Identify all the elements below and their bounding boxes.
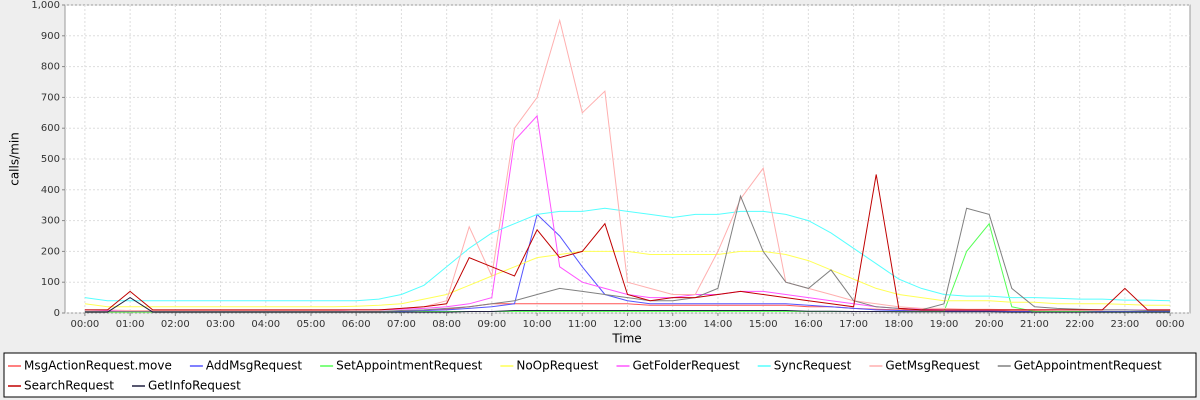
y-tick-label: 300 <box>41 216 60 227</box>
x-tick-label: 03:00 <box>206 319 235 330</box>
legend-item: GetAppointmentRequest <box>997 359 1162 373</box>
x-tick-label: 16:00 <box>794 319 823 330</box>
legend-label: NoOpRequest <box>516 359 598 373</box>
legend-item: MsgActionRequest.move <box>8 359 172 373</box>
x-tick-label: 00:00 <box>1156 319 1185 330</box>
y-tick-label: 700 <box>41 92 60 103</box>
y-tick-label: 200 <box>41 246 60 257</box>
legend-label: SetAppointmentRequest <box>336 359 483 373</box>
legend-label: AddMsgRequest <box>206 359 302 373</box>
x-tick-label: 21:00 <box>1020 319 1049 330</box>
series-line <box>84 194 1171 312</box>
x-tick-label: 12:00 <box>613 319 642 330</box>
legend-label: GetFolderRequest <box>632 359 740 373</box>
x-tick-label: 02:00 <box>161 319 190 330</box>
y-tick-label: 400 <box>41 185 60 196</box>
y-tick-label: 900 <box>41 31 60 42</box>
x-tick-label: 10:00 <box>523 319 552 330</box>
legend-item: GetInfoRequest <box>131 379 241 393</box>
legend-item: NoOpRequest <box>500 359 599 373</box>
legend-label: GetInfoRequest <box>148 379 241 393</box>
legend-box <box>3 352 1197 398</box>
y-tick-label: 0 <box>54 308 60 319</box>
series-line <box>84 250 1171 308</box>
y-tick-label: 800 <box>41 62 60 73</box>
legend-label: SyncRequest <box>774 359 852 373</box>
legend-item: SetAppointmentRequest <box>320 359 483 373</box>
x-tick-label: 17:00 <box>839 319 868 330</box>
x-tick-label: 11:00 <box>568 319 597 330</box>
x-tick-label: 08:00 <box>432 319 461 330</box>
legend-label: GetAppointmentRequest <box>1014 359 1162 373</box>
x-tick-label: 15:00 <box>749 319 778 330</box>
x-tick-label: 07:00 <box>387 319 416 330</box>
x-tick-label: 22:00 <box>1065 319 1094 330</box>
legend-item: AddMsgRequest <box>189 359 302 373</box>
x-tick-label: 06:00 <box>342 319 371 330</box>
x-tick-label: 01:00 <box>116 319 145 330</box>
legend-item: GetMsgRequest <box>869 359 980 373</box>
x-tick-label: 09:00 <box>477 319 506 330</box>
legend: MsgActionRequest.move AddMsgRequest SetApp… <box>8 359 1162 393</box>
x-tick-label: 13:00 <box>658 319 687 330</box>
x-tick-label: 18:00 <box>884 319 913 330</box>
y-tick-label: 500 <box>41 154 60 165</box>
legend-item: SearchRequest <box>8 379 114 393</box>
y-tick-label: 600 <box>41 123 60 134</box>
x-tick-label: 14:00 <box>704 319 733 330</box>
y-axis-label: calls/min <box>8 132 22 186</box>
series-line <box>84 18 1171 311</box>
series-line <box>84 207 1171 302</box>
x-tick-label: 23:00 <box>1110 319 1139 330</box>
x-tick-label: 20:00 <box>975 319 1004 330</box>
series-line <box>84 297 1171 313</box>
legend-label: SearchRequest <box>24 379 114 393</box>
x-tick-label: 00:00 <box>70 319 99 330</box>
x-tick-label: 05:00 <box>297 319 326 330</box>
y-tick-label: 1,000 <box>31 0 60 11</box>
series-line <box>84 174 1171 311</box>
legend-item: SyncRequest <box>757 359 852 373</box>
legend-item: GetFolderRequest <box>616 359 740 373</box>
legend-label: MsgActionRequest.move <box>24 359 172 373</box>
x-axis-label: Time <box>611 332 641 346</box>
x-tick-label: 19:00 <box>930 319 959 330</box>
legend-label: GetMsgRequest <box>885 359 980 373</box>
y-tick-label: 100 <box>41 277 60 288</box>
x-tick-label: 04:00 <box>251 319 280 330</box>
